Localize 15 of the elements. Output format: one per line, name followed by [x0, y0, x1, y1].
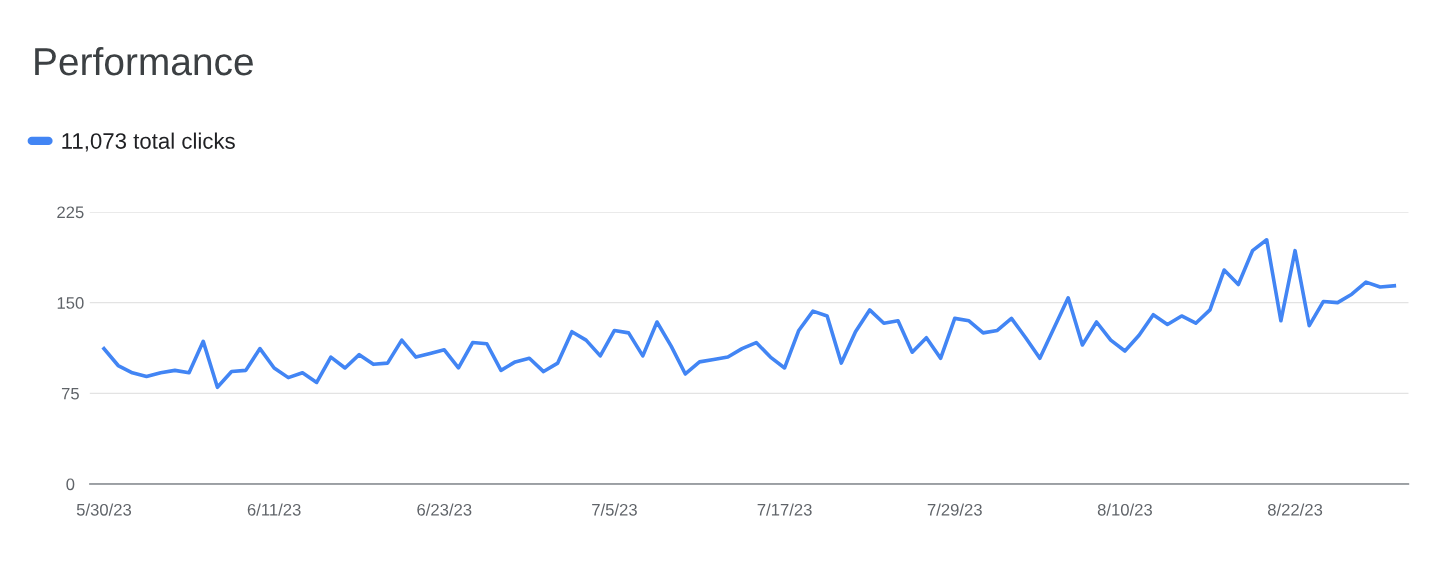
x-tick-label: 8/10/23 — [1097, 503, 1152, 516]
x-tick-label: 5/30/23 — [76, 503, 132, 516]
y-tick-label: 75 — [61, 387, 79, 400]
y-tick-label: 0 — [66, 478, 75, 491]
chart-title: Performance — [35, 46, 253, 76]
x-tick-label: 8/22/23 — [1267, 503, 1323, 516]
y-tick-label: 225 — [57, 206, 84, 219]
x-tick-label: 7/5/23 — [592, 503, 637, 516]
y-tick-label: 150 — [57, 297, 84, 309]
x-tick-label: 7/17/23 — [757, 503, 812, 516]
line-series — [102, 237, 1397, 390]
x-tick-label: 6/11/23 — [247, 503, 301, 516]
legend-label: 11,073 total clicks — [62, 132, 235, 152]
x-tick-label: 6/23/23 — [417, 503, 472, 516]
x-tick-label: 7/29/23 — [927, 503, 982, 516]
